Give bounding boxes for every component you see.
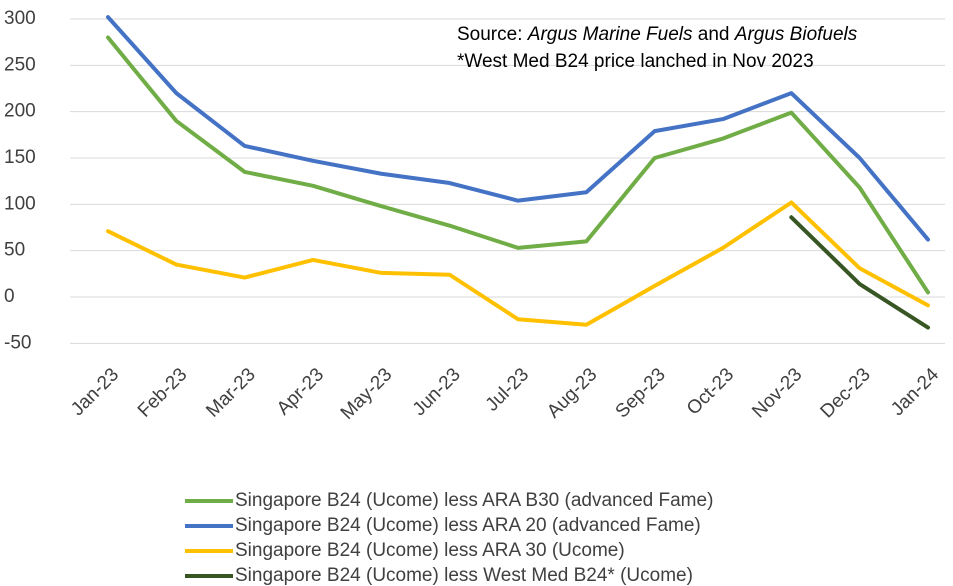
annotation-part: Argus Biofuels xyxy=(734,24,858,45)
y-tick-label: 300 xyxy=(4,8,36,29)
x-tick-label: Jun-23 xyxy=(409,364,465,420)
annotation-part: and xyxy=(693,24,735,45)
series-line xyxy=(106,35,930,295)
x-tick-label: Sep-23 xyxy=(612,364,670,422)
x-tick-label: Oct-23 xyxy=(683,364,738,419)
series-line xyxy=(106,15,930,242)
annotation: Source: Argus Marine Fuels and Argus Bio… xyxy=(457,24,858,45)
x-tick-label: Jan-24 xyxy=(887,364,943,420)
y-tick-label: 250 xyxy=(4,54,36,75)
x-tick-label: Jul-23 xyxy=(482,364,533,415)
y-tick-label: 150 xyxy=(4,147,36,168)
series-line xyxy=(106,200,930,327)
annotation-part: *West Med B24 price lanched in Nov 2023 xyxy=(457,51,814,72)
x-tick-label: Apr-23 xyxy=(273,364,328,419)
y-tick-label: 100 xyxy=(4,193,36,214)
annotation: *West Med B24 price lanched in Nov 2023 xyxy=(457,51,814,72)
x-tick-label: Feb-23 xyxy=(134,364,191,421)
x-tick-label: Jan-23 xyxy=(67,364,123,420)
legend-label: Singapore B24 (Ucome) less ARA 20 (advan… xyxy=(235,515,701,536)
y-tick-label: 0 xyxy=(4,286,15,307)
legend-label: Singapore B24 (Ucome) less ARA B30 (adva… xyxy=(235,490,713,511)
x-tick-label: Mar-23 xyxy=(202,364,259,421)
y-tick-label: 50 xyxy=(4,240,25,261)
x-tick-label: Nov-23 xyxy=(748,364,806,422)
x-tick-label: Dec-23 xyxy=(817,364,875,422)
y-tick-label: -50 xyxy=(4,332,31,353)
legend-label: Singapore B24 (Ucome) less ARA 30 (Ucome… xyxy=(235,540,625,561)
annotation-part: Argus Marine Fuels xyxy=(527,24,693,45)
x-tick-label: May-23 xyxy=(337,364,397,424)
annotation-part: Source: xyxy=(457,24,528,45)
y-tick-label: 200 xyxy=(4,101,36,122)
series-line xyxy=(789,215,930,330)
x-tick-label: Aug-23 xyxy=(543,364,601,422)
legend-label: Singapore B24 (Ucome) less West Med B24*… xyxy=(235,565,693,586)
